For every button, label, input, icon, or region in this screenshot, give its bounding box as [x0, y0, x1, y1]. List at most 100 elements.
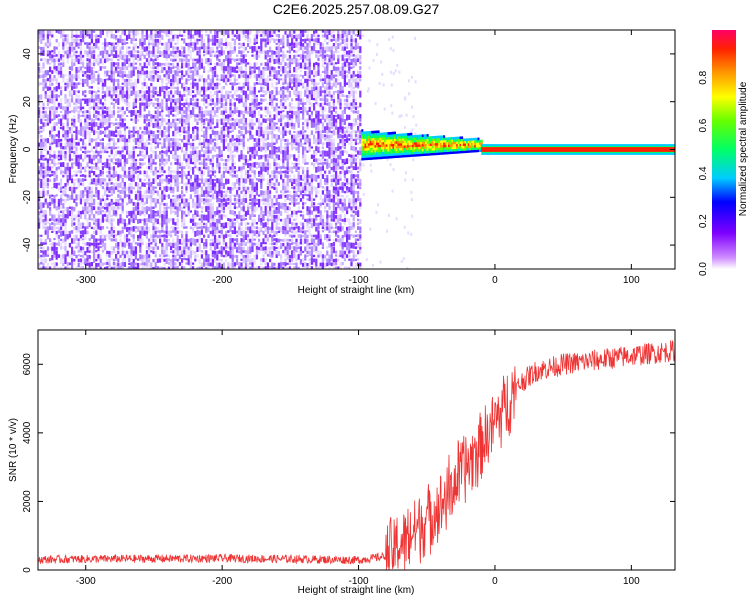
- noise-cell: [64, 146, 67, 150]
- noise-cell: [152, 70, 155, 74]
- noise-cell: [207, 210, 210, 215]
- noise-cell: [141, 94, 144, 98]
- noise-cell: [77, 66, 80, 72]
- noise-cell: [108, 214, 111, 219]
- noise-cell: [44, 74, 47, 78]
- noise-cell: [247, 42, 250, 47]
- noise-cell: [288, 142, 291, 145]
- noise-cell: [117, 198, 120, 204]
- noise-cell: [216, 82, 219, 87]
- noise-cell: [75, 82, 78, 89]
- noise-cell: [244, 110, 247, 114]
- noise-cell: [161, 78, 164, 83]
- noise-cell: [251, 190, 254, 197]
- noise-cell: [225, 58, 228, 62]
- noise-cell: [143, 210, 146, 213]
- noise-cell: [275, 106, 278, 110]
- noise-cell: [258, 34, 261, 37]
- noise-cell: [269, 234, 272, 238]
- noise-cell: [148, 206, 151, 212]
- noise-cell: [229, 262, 232, 269]
- noise-cell: [75, 74, 78, 80]
- noise-cell: [148, 258, 151, 264]
- noise-cell: [176, 62, 179, 69]
- noise-cell: [275, 154, 278, 159]
- noise-cell: [286, 242, 289, 247]
- noise-cell: [207, 146, 210, 152]
- noise-cell: [286, 230, 289, 235]
- noise-cell: [178, 158, 181, 163]
- noise-cell: [269, 210, 272, 215]
- noise-cell: [200, 74, 203, 80]
- noise-cell: [240, 42, 243, 48]
- noise-cell: [284, 130, 287, 136]
- noise-cell: [277, 58, 280, 64]
- noise-cell: [66, 142, 69, 147]
- noise-cell: [214, 246, 217, 251]
- noise-cell: [62, 215, 65, 221]
- noise-cell: [165, 214, 168, 221]
- noise-cell: [38, 46, 41, 49]
- noise-cell: [57, 162, 60, 165]
- noise-cell: [275, 34, 278, 37]
- noise-cell: [53, 222, 56, 227]
- noise-cell: [251, 70, 254, 75]
- noise-cell: [139, 110, 142, 116]
- noise-cell: [167, 254, 170, 258]
- noise-cell: [97, 46, 100, 50]
- noise-cell: [244, 231, 247, 235]
- noise-cell: [174, 170, 177, 174]
- noise-cell: [167, 122, 170, 127]
- noise-cell: [227, 146, 230, 152]
- noise-cell: [104, 38, 107, 45]
- noise-cell: [249, 246, 252, 252]
- noise-cell: [128, 30, 131, 37]
- noise-cell: [82, 82, 85, 87]
- noise-cell: [253, 86, 256, 93]
- noise-cell: [200, 170, 203, 177]
- noise-cell: [249, 118, 252, 124]
- noise-cell: [62, 130, 65, 136]
- noise-cell: [242, 166, 245, 170]
- noise-cell: [284, 166, 287, 170]
- noise-cell: [236, 170, 239, 173]
- noise-cell: [110, 202, 113, 206]
- noise-cell: [68, 82, 71, 87]
- noise-cell: [68, 210, 71, 217]
- noise-cell: [253, 230, 256, 237]
- noise-cell: [88, 90, 91, 94]
- noise-cell: [187, 66, 190, 72]
- noise-cell: [198, 106, 201, 111]
- noise-cell: [53, 154, 56, 160]
- noise-cell: [79, 106, 82, 113]
- noise-cell: [55, 66, 58, 72]
- noise-cell: [145, 250, 148, 256]
- noise-cell: [97, 122, 100, 129]
- noise-cell: [211, 190, 214, 195]
- noise-cell: [238, 246, 241, 251]
- noise-cell: [99, 58, 102, 64]
- noise-cell: [227, 30, 230, 36]
- noise-cell: [163, 74, 166, 78]
- noise-cell: [49, 266, 52, 269]
- noise-cell: [291, 162, 294, 165]
- noise-cell: [99, 154, 102, 159]
- noise-cell: [249, 74, 252, 79]
- noise-cell: [172, 254, 175, 258]
- noise-cell: [275, 82, 278, 86]
- noise-cell: [277, 78, 280, 85]
- noise-cell: [167, 38, 170, 45]
- noise-cell: [244, 38, 247, 41]
- noise-cell: [214, 130, 217, 135]
- noise-cell: [97, 74, 100, 80]
- noise-cell: [73, 90, 76, 95]
- noise-cell: [163, 190, 166, 196]
- noise-cell: [130, 186, 133, 190]
- noise-cell: [209, 190, 212, 193]
- noise-cell: [99, 118, 102, 123]
- noise-cell: [44, 122, 47, 127]
- noise-cell: [154, 30, 157, 36]
- noise-cell: [225, 146, 228, 149]
- noise-cell: [106, 226, 109, 229]
- noise-cell: [260, 230, 263, 233]
